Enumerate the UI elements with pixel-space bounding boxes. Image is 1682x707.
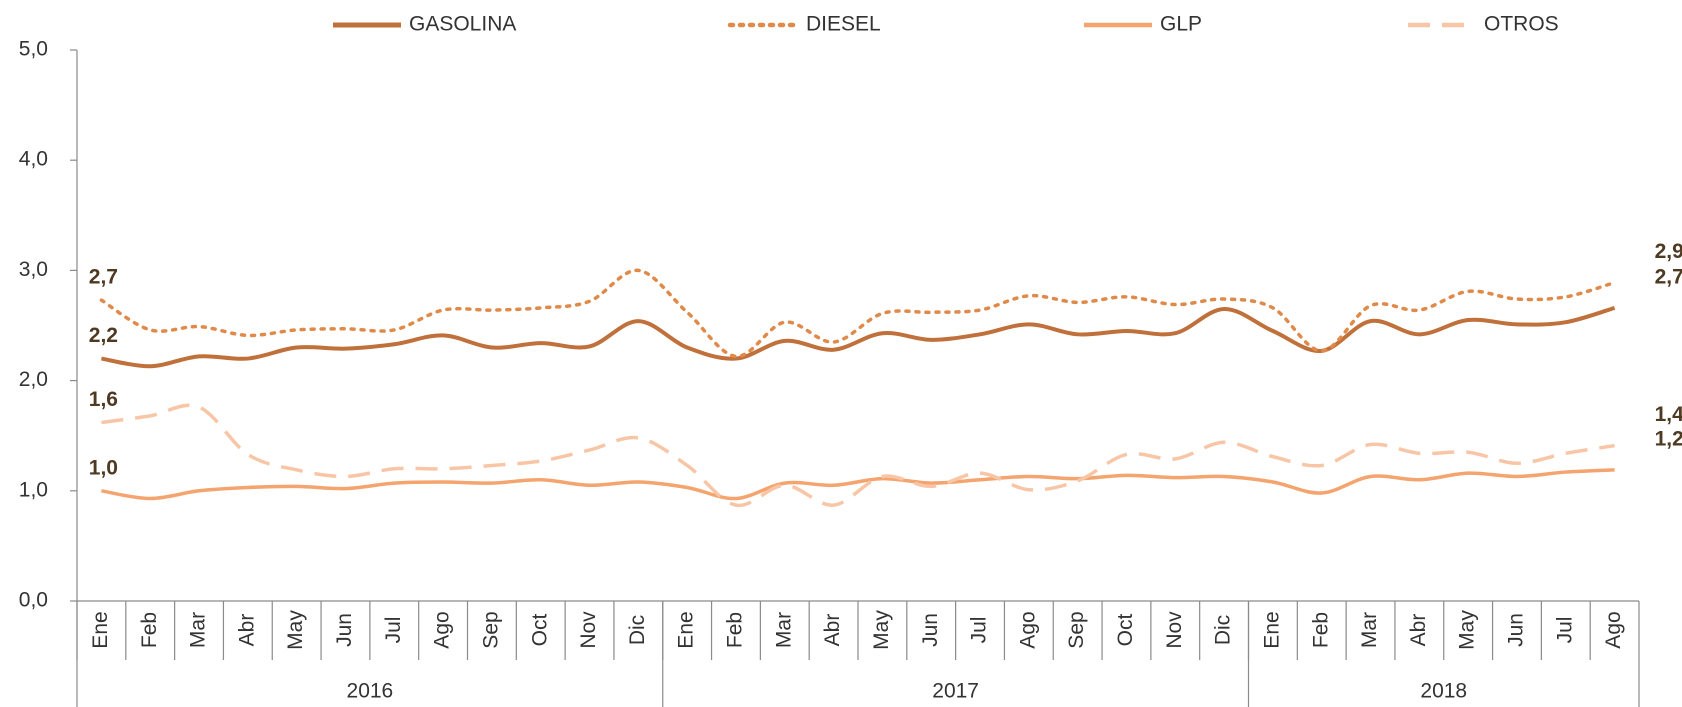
- x-tick-label: Sep: [1065, 611, 1088, 648]
- x-tick-label: Jul: [382, 617, 405, 644]
- x-tick-label: Dic: [626, 615, 649, 645]
- x-tick-label: Nov: [1163, 611, 1186, 649]
- group-label: 2017: [932, 680, 979, 703]
- x-tick-label: Ene: [675, 611, 698, 648]
- x-tick-label: Abr: [1407, 614, 1430, 647]
- x-tick-label: May: [284, 610, 307, 650]
- data-label: 1,2: [1655, 427, 1682, 450]
- x-tick-label: Mar: [772, 612, 795, 648]
- y-tick-label: 0,0: [19, 589, 48, 612]
- legend-label: OTROS: [1484, 13, 1559, 36]
- x-tick-label: Ago: [431, 611, 454, 648]
- x-tick-label: Sep: [479, 611, 502, 648]
- x-tick-label: Oct: [1114, 614, 1137, 647]
- x-tick-label: Nov: [577, 611, 600, 649]
- x-tick-label: Jul: [1553, 617, 1576, 644]
- x-tick-label: Mar: [187, 612, 210, 648]
- group-label: 2018: [1420, 680, 1467, 703]
- legend-label: GLP: [1160, 13, 1202, 36]
- x-tick-label: Dic: [1212, 615, 1235, 645]
- data-label: 2,7: [89, 266, 118, 289]
- data-label: 2,2: [89, 324, 118, 347]
- data-label: 2,9: [1655, 240, 1682, 263]
- x-tick-label: Jun: [919, 613, 942, 647]
- data-label: 2,7: [1655, 265, 1682, 288]
- x-tick-label: Feb: [138, 612, 161, 648]
- x-tick-label: Abr: [235, 614, 258, 647]
- series-line: [101, 305, 1616, 369]
- data-label: 1,0: [89, 456, 118, 479]
- y-tick-label: 2,0: [19, 368, 48, 391]
- series-line: [101, 468, 1615, 501]
- y-tick-label: 1,0: [19, 478, 48, 501]
- x-tick-label: Abr: [821, 614, 844, 647]
- group-label: 2016: [347, 680, 394, 703]
- x-tick-label: Ago: [1016, 611, 1039, 648]
- y-tick-label: 4,0: [19, 148, 48, 171]
- x-tick-label: May: [1456, 610, 1479, 650]
- x-tick-label: Ago: [1602, 611, 1625, 648]
- legend-label: GASOLINA: [409, 13, 516, 36]
- x-tick-label: Feb: [1309, 612, 1332, 648]
- series-line: [99, 268, 1617, 359]
- data-label: 1,4: [1655, 403, 1682, 426]
- x-tick-label: Jun: [1505, 613, 1528, 647]
- legend-label: DIESEL: [806, 13, 881, 36]
- series-line: [101, 403, 1615, 507]
- x-tick-label: Ene: [1260, 611, 1283, 648]
- data-label: 1,6: [89, 388, 118, 411]
- x-tick-label: Feb: [724, 612, 747, 648]
- x-tick-label: Ene: [89, 611, 112, 648]
- x-tick-label: Jun: [333, 613, 356, 647]
- x-tick-label: May: [870, 610, 893, 650]
- y-tick-label: 5,0: [19, 38, 48, 61]
- y-tick-label: 3,0: [19, 258, 48, 281]
- x-tick-label: Jul: [968, 617, 991, 644]
- x-tick-label: Oct: [528, 614, 551, 647]
- x-tick-label: Mar: [1358, 612, 1381, 648]
